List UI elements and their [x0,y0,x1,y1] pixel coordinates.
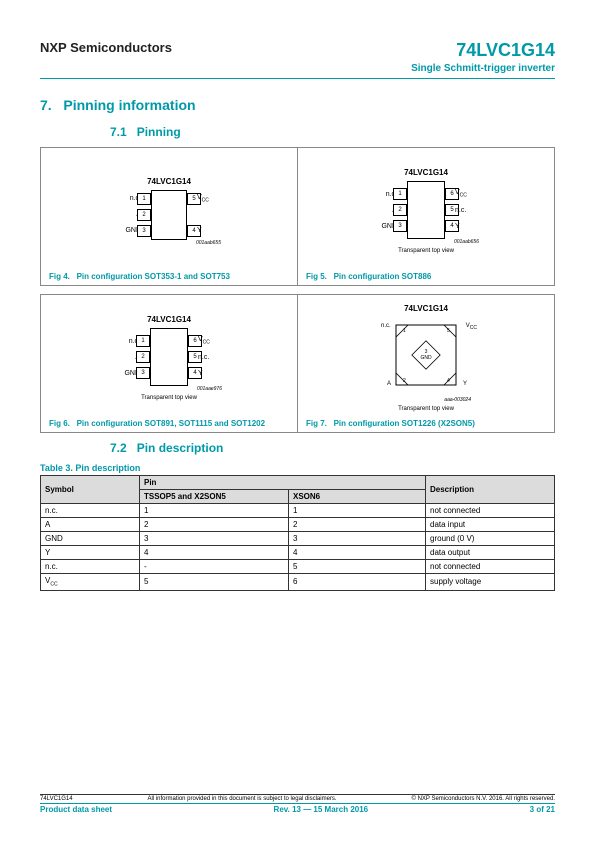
subsection-pinning: 7.1 Pinning [110,125,555,139]
fig5-caption: Fig 5. Pin configuration SOT886 [306,272,546,281]
fig5-diagram: 74LVC1G14 n.c.1 A2 GND3 6VCC 5n.c. 4Y [373,168,479,254]
svg-text:GND: GND [420,355,432,361]
footer-part: 74LVC1G14 [40,796,73,802]
footer-rev: Rev. 13 — 15 March 2016 [274,805,369,814]
page-footer: 74LVC1G14 All information provided in th… [40,794,555,814]
subsection-pindesc: 7.2 Pin description [110,441,555,455]
svg-text:4: 4 [447,378,450,384]
svg-text:2: 2 [403,378,406,384]
fig7-caption: Fig 7. Pin configuration SOT1226 (X2SON5… [306,419,546,428]
fig5-cell: 74LVC1G14 n.c.1 A2 GND3 6VCC 5n.c. 4Y [297,148,554,285]
footer-doctype: Product data sheet [40,805,112,814]
fig7-cell: 74LVC1G14 3 GND 1 [297,295,554,432]
part-description: Single Schmitt-trigger inverter [411,63,555,74]
header-divider [40,78,555,79]
table-row: GND33ground (0 V) [41,532,555,546]
figure-row-2: 74LVC1G14 n.c.1 A2 GND3 6VCC 5n.c. 4Y [40,294,555,433]
table-row: VCC56supply voltage [41,574,555,591]
svg-text:1: 1 [403,328,406,334]
fig6-cell: 74LVC1G14 n.c.1 A2 GND3 6VCC 5n.c. 4Y [41,295,297,432]
footer-copyright: © NXP Semiconductors N.V. 2016. All righ… [411,796,555,802]
fig4-diagram: 74LVC1G14 n.c.1 A2 GND3 5VCC 4Y [117,177,221,246]
table-row: A22data input [41,518,555,532]
fig4-caption: Fig 4. Pin configuration SOT353-1 and SO… [49,272,289,281]
table-row: n.c.11not connected [41,504,555,518]
fig6-diagram: 74LVC1G14 n.c.1 A2 GND3 6VCC 5n.c. 4Y [116,315,222,401]
table-row: n.c.-5not connected [41,560,555,574]
fig6-caption: Fig 6. Pin configuration SOT891, SOT1115… [49,419,289,428]
table3-caption: Table 3. Pin description [40,463,555,473]
svg-text:5: 5 [447,328,450,334]
footer-disclaimer: All information provided in this documen… [147,796,336,802]
part-number: 74LVC1G14 [411,40,555,61]
fig4-cell: 74LVC1G14 n.c.1 A2 GND3 5VCC 4Y [41,148,297,285]
fig7-diagram: 74LVC1G14 3 GND 1 [381,304,471,412]
figure-row-1: 74LVC1G14 n.c.1 A2 GND3 5VCC 4Y [40,147,555,286]
table-row: Y44data output [41,546,555,560]
section-title: 7. Pinning information [40,97,555,113]
footer-page: 3 of 21 [530,805,555,814]
pin-description-table: Symbol Pin Description TSSOP5 and X2SON5… [40,475,555,591]
company-name: NXP Semiconductors [40,40,172,55]
page-header: NXP Semiconductors 74LVC1G14 Single Schm… [40,40,555,74]
